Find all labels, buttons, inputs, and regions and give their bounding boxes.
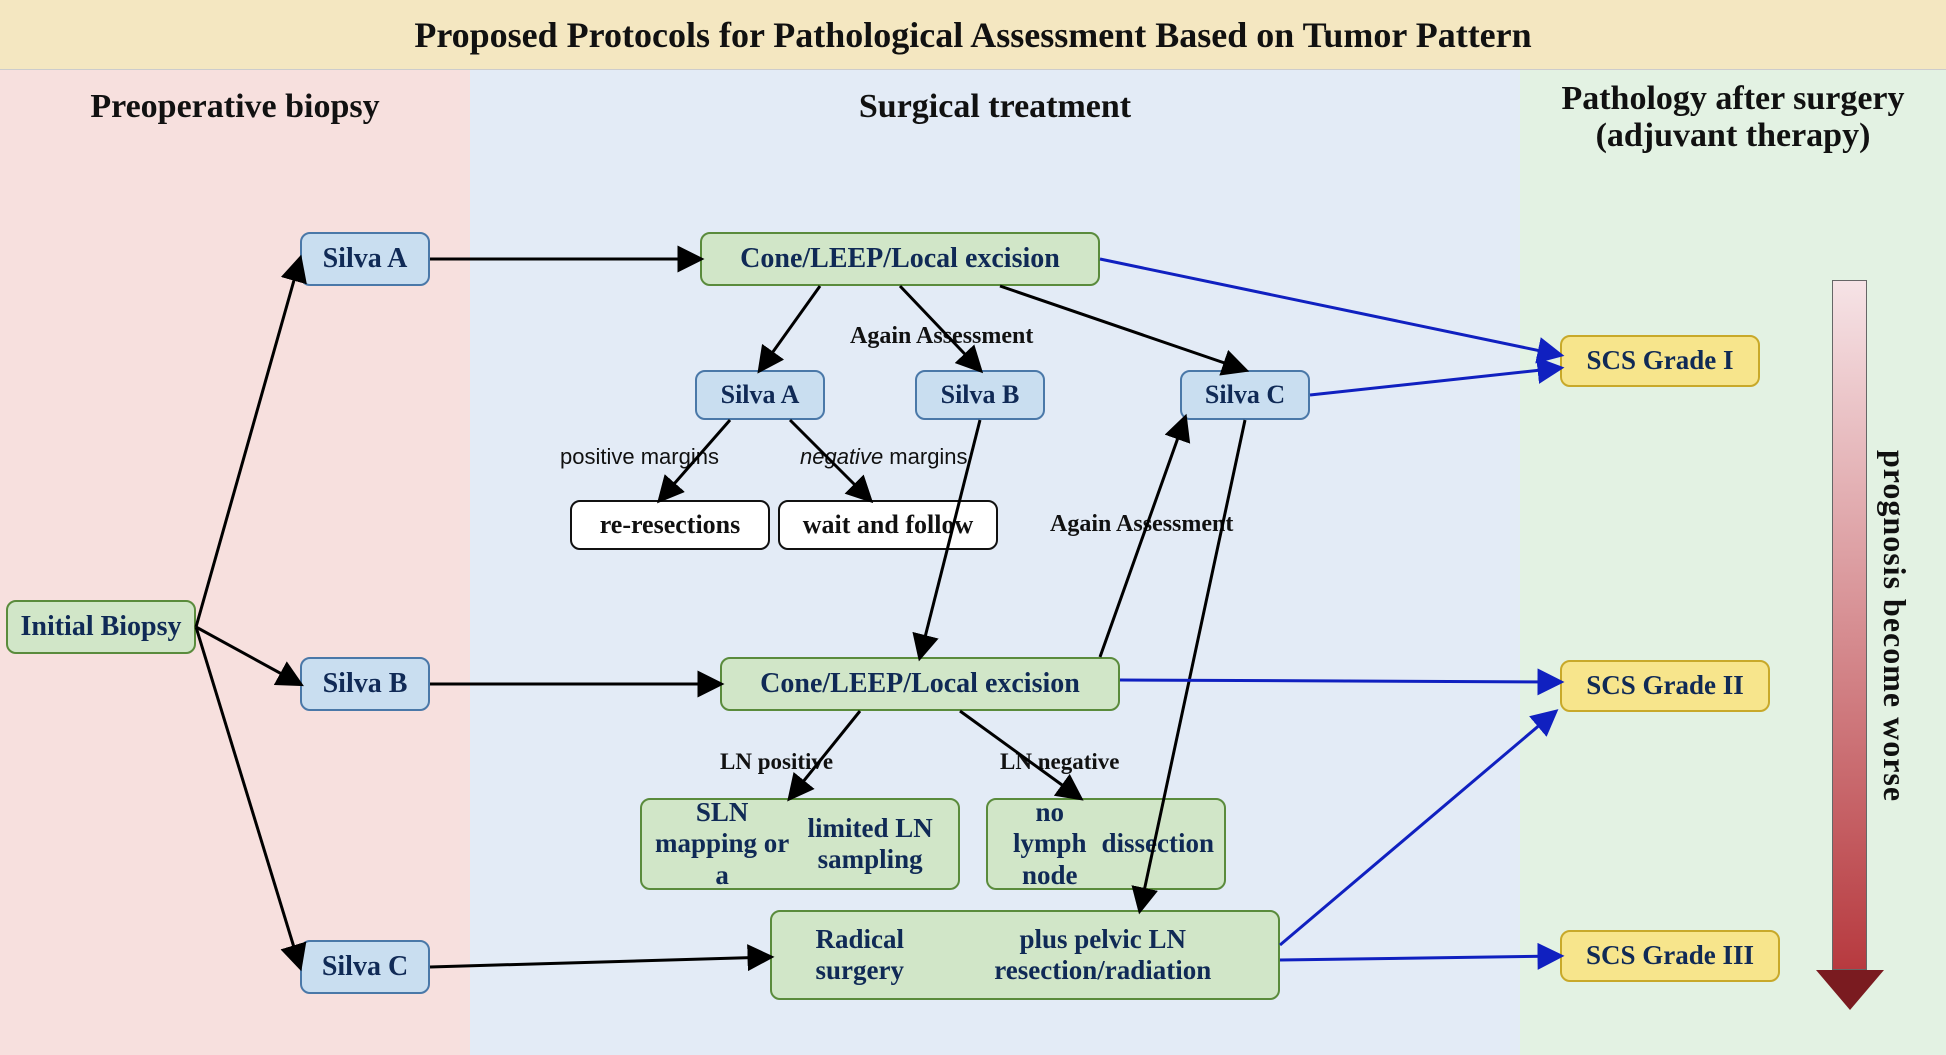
label-neg-margins: negative margins: [800, 445, 968, 468]
node-mid-silva-a: Silva A: [695, 370, 825, 420]
region-preop: Preoperative biopsy: [0, 70, 470, 1055]
node-scs-3: SCS Grade III: [1560, 930, 1780, 982]
node-scs-2: SCS Grade II: [1560, 660, 1770, 712]
label-again-top: Again Assessment: [850, 324, 1033, 349]
node-mid-silva-c: Silva C: [1180, 370, 1310, 420]
node-mid-silva-b: Silva B: [915, 370, 1045, 420]
node-scs-1: SCS Grade I: [1560, 335, 1760, 387]
node-preop-silva-a: Silva A: [300, 232, 430, 286]
region-surgical-title: Surgical treatment: [470, 88, 1520, 125]
node-preop-silva-c: Silva C: [300, 940, 430, 994]
region-preop-title: Preoperative biopsy: [0, 88, 470, 125]
node-cone-top: Cone/LEEP/Local excision: [700, 232, 1100, 286]
label-again-mid: Again Assessment: [1050, 512, 1233, 537]
node-re-resections: re-resections: [570, 500, 770, 550]
node-radical: Radical surgeryplus pelvic LN resection/…: [770, 910, 1280, 1000]
node-wait-follow: wait and follow: [778, 500, 998, 550]
prognosis-gradient-arrowhead: [1816, 970, 1884, 1010]
page-title: Proposed Protocols for Pathological Asse…: [0, 0, 1946, 70]
node-no-ln: no lymph nodedissection: [986, 798, 1226, 890]
region-path-title: Pathology after surgery(adjuvant therapy…: [1520, 80, 1946, 155]
node-preop-silva-b: Silva B: [300, 657, 430, 711]
prognosis-label: prognosis become worse: [1876, 450, 1913, 802]
diagram-canvas: Preoperative biopsy Surgical treatment P…: [0, 0, 1946, 1055]
node-initial-biopsy: Initial Biopsy: [6, 600, 196, 654]
label-ln-neg: LN negative: [1000, 750, 1119, 774]
node-cone-mid: Cone/LEEP/Local excision: [720, 657, 1120, 711]
node-sln: SLN mapping or alimited LN sampling: [640, 798, 960, 890]
label-ln-pos: LN positive: [720, 750, 833, 774]
prognosis-gradient-bar: [1832, 280, 1867, 970]
region-surgical: Surgical treatment: [470, 70, 1520, 1055]
label-pos-margins: positive margins: [560, 445, 719, 468]
